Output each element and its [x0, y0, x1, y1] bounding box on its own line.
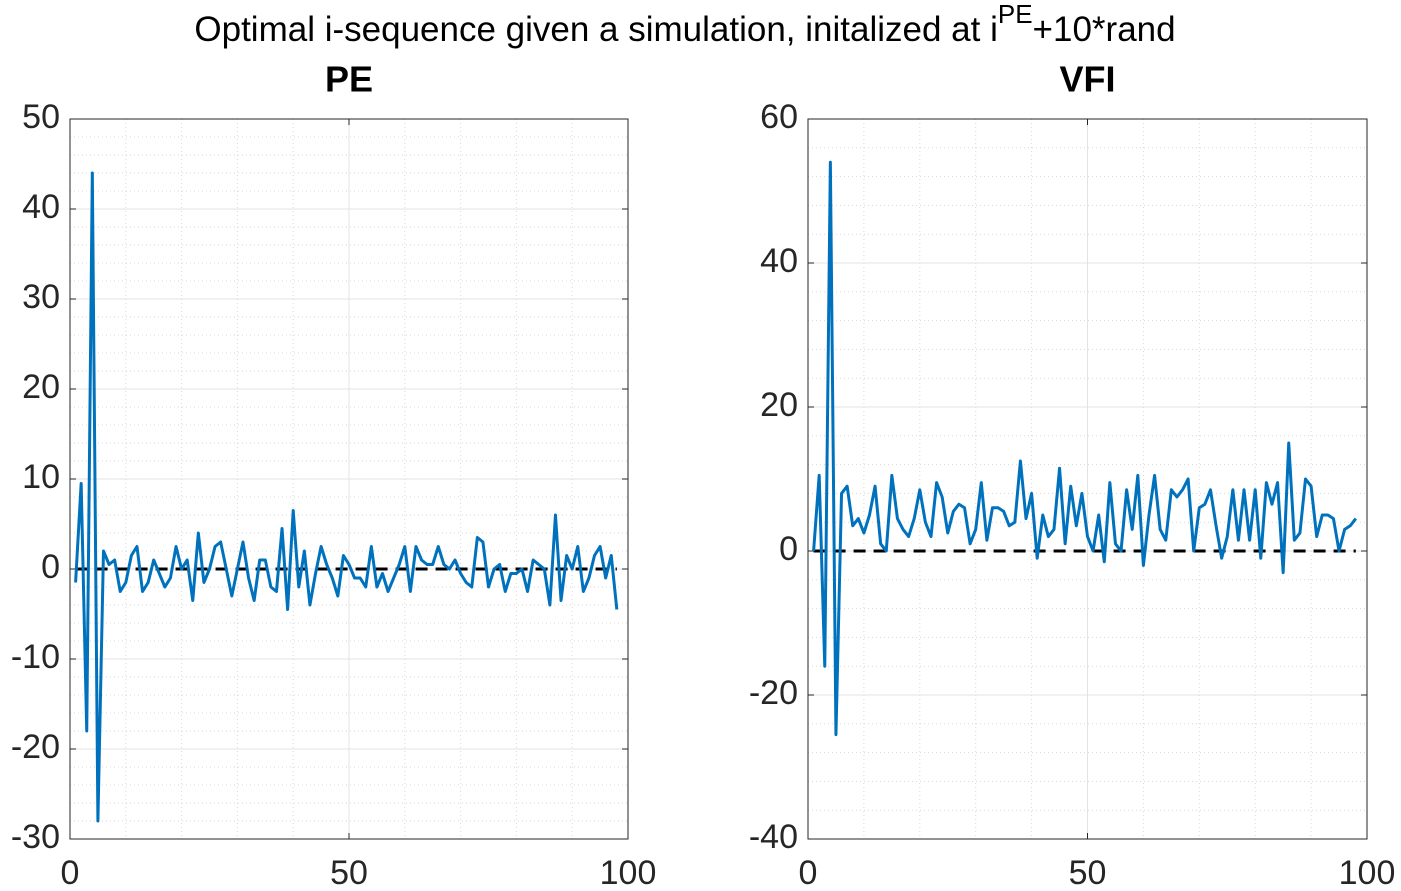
axes-box — [807, 118, 1368, 840]
y-tick-label: 20 — [760, 386, 798, 424]
title-superscript: PE — [998, 0, 1033, 29]
x-tick-label: 100 — [1339, 854, 1396, 891]
subplot-title: PE — [325, 59, 373, 100]
x-tick-label: 100 — [600, 854, 657, 891]
y-tick-label: 30 — [22, 278, 60, 316]
y-tick-label: -30 — [11, 818, 60, 856]
series-line — [812, 160, 1358, 737]
title-main: Optimal i-sequence given a simulation, i… — [194, 10, 997, 49]
subplot-title: VFI — [1059, 59, 1115, 100]
y-tick-label: -40 — [749, 818, 798, 856]
x-tick-label: 0 — [61, 854, 80, 891]
figure-title: Optimal i-sequence given a simulation, i… — [194, 0, 1175, 49]
y-tick-label: 0 — [41, 548, 60, 586]
series-line — [74, 171, 619, 823]
y-tick-label: -20 — [11, 728, 60, 766]
x-tick-label: 50 — [1069, 854, 1107, 891]
y-tick-label: 40 — [760, 242, 798, 280]
x-tick-label: 50 — [330, 854, 368, 891]
axes: -40 -20 0 20 40 60 0 50 100 VFI — [749, 59, 1396, 891]
y-tick-label: -20 — [749, 674, 798, 712]
axes-box — [69, 118, 629, 840]
y-tick-label: 50 — [22, 98, 60, 136]
y-tick-label: -10 — [11, 638, 60, 676]
axes: -30 -20 -10 0 10 20 30 40 50 0 50 100 PE — [11, 59, 657, 891]
y-tick-label: 10 — [22, 458, 60, 496]
y-tick-label: 20 — [22, 368, 60, 406]
y-tick-label: 40 — [22, 188, 60, 226]
y-tick-label: 0 — [779, 530, 798, 568]
x-tick-label: 0 — [799, 854, 818, 891]
title-tail: +10*rand — [1033, 10, 1176, 49]
y-tick-label: 60 — [760, 98, 798, 136]
